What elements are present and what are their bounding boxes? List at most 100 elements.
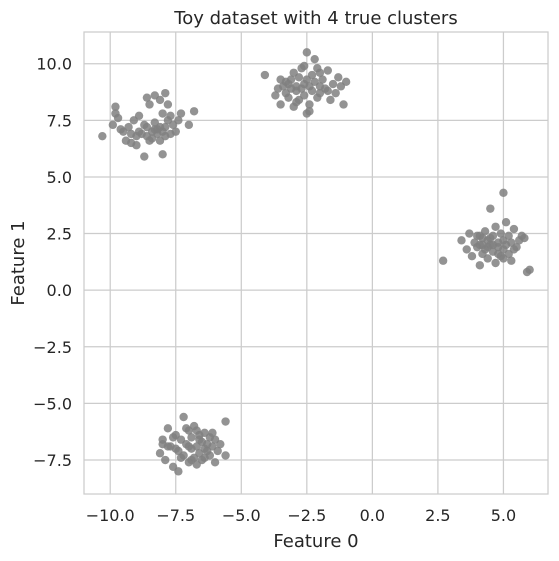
data-point — [158, 109, 167, 118]
data-point — [134, 111, 144, 120]
data-point — [284, 93, 293, 102]
x-tick-label: −7.5 — [156, 506, 195, 525]
data-point — [315, 68, 325, 77]
data-point — [499, 188, 508, 197]
data-point — [328, 79, 338, 89]
data-point — [310, 54, 319, 64]
data-point — [116, 125, 125, 134]
data-point — [108, 120, 118, 130]
data-point — [176, 109, 186, 118]
plot-frame — [83, 31, 549, 495]
data-point — [203, 446, 212, 456]
data-point — [126, 138, 136, 148]
data-point — [210, 458, 220, 467]
data-point — [496, 229, 506, 238]
data-point — [339, 100, 348, 109]
y-tick-label: 2.5 — [47, 225, 72, 244]
data-point — [302, 48, 312, 57]
x-tick-label: 0.0 — [360, 506, 385, 525]
data-point — [509, 245, 519, 254]
y-tick-label: 10.0 — [36, 55, 72, 74]
data-point — [323, 66, 332, 75]
data-point — [168, 433, 178, 442]
chart-title: Toy dataset with 4 true clusters — [173, 8, 457, 29]
data-point — [187, 433, 196, 442]
data-point — [140, 152, 149, 161]
data-point — [491, 258, 500, 268]
data-point — [501, 218, 511, 227]
data-point — [216, 439, 225, 449]
data-point — [200, 453, 209, 462]
data-point — [158, 435, 167, 444]
y-tick-label: 7.5 — [47, 111, 72, 130]
x-tick-label: −10.0 — [86, 506, 135, 525]
data-point — [326, 95, 335, 105]
data-point — [171, 127, 180, 136]
data-point — [221, 451, 230, 460]
data-point — [179, 412, 188, 422]
data-point — [155, 95, 165, 105]
data-point — [171, 444, 180, 453]
plot-area — [84, 32, 548, 494]
data-point — [163, 100, 173, 109]
data-point — [155, 449, 165, 458]
data-point — [488, 240, 498, 250]
x-tick-label: −5.0 — [222, 506, 261, 525]
data-point — [300, 61, 309, 71]
data-point — [192, 426, 201, 435]
data-point — [462, 245, 471, 254]
data-point — [145, 100, 154, 109]
data-point — [195, 435, 204, 444]
data-point — [475, 231, 485, 241]
data-point — [341, 77, 351, 87]
y-tick-label: 5.0 — [47, 168, 72, 187]
data-point — [307, 70, 317, 80]
data-point — [155, 122, 165, 132]
data-point — [163, 424, 173, 433]
data-point — [507, 256, 516, 265]
data-point — [158, 150, 167, 159]
data-point — [499, 254, 508, 263]
data-point — [189, 107, 199, 116]
data-point — [318, 75, 327, 84]
data-point — [504, 231, 513, 241]
data-point — [174, 467, 183, 476]
y-tick-label: −2.5 — [33, 338, 72, 357]
x-tick-label: 5.0 — [491, 506, 516, 525]
data-point — [182, 424, 191, 433]
data-point — [486, 204, 495, 213]
data-point — [132, 131, 141, 141]
data-point — [475, 261, 485, 270]
data-point — [161, 88, 170, 98]
y-tick-label: −5.0 — [33, 394, 72, 413]
data-point — [509, 224, 519, 234]
data-point — [465, 229, 474, 238]
data-point — [307, 86, 317, 96]
data-point — [284, 79, 293, 89]
data-point — [305, 107, 314, 116]
data-point — [334, 73, 343, 82]
data-point — [163, 442, 173, 451]
data-points — [98, 48, 534, 476]
x-axis-label: Feature 0 — [273, 531, 358, 552]
data-point — [331, 88, 340, 98]
x-tick-labels: −10.0 −7.5 −5.0 −2.5 0.0 2.5 5.0 — [86, 506, 516, 525]
data-point — [457, 236, 466, 245]
x-tick-label: −2.5 — [287, 506, 326, 525]
data-point — [208, 428, 217, 438]
data-point — [467, 252, 477, 261]
y-tick-labels: −7.5 −5.0 −2.5 0.0 2.5 5.0 7.5 10.0 — [33, 55, 72, 470]
data-point — [525, 265, 534, 274]
y-tick-label: 0.0 — [47, 281, 72, 300]
data-point — [300, 91, 309, 100]
data-point — [98, 131, 107, 141]
data-point — [142, 93, 152, 102]
data-point — [124, 122, 133, 132]
data-point — [184, 442, 194, 451]
y-axis-label: Feature 1 — [8, 220, 29, 305]
data-point — [276, 75, 285, 84]
data-point — [184, 120, 194, 130]
data-point — [176, 453, 186, 462]
data-point — [323, 86, 332, 96]
